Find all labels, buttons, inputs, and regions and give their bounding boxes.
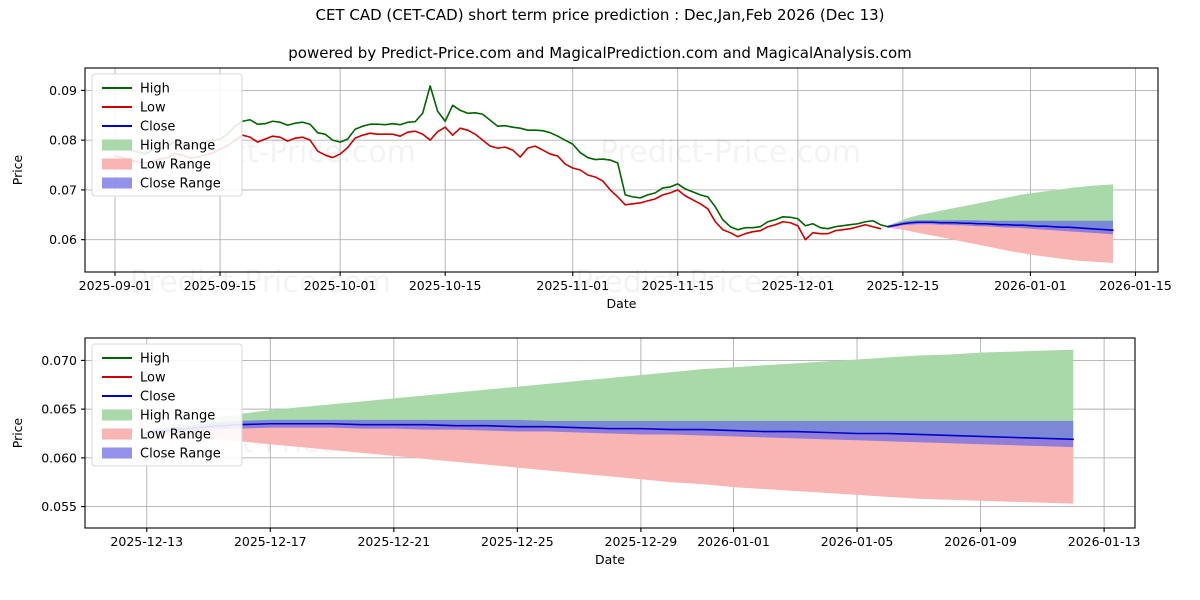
y-tick-label: 0.055 xyxy=(41,499,77,514)
x-tick-label: 2026-01-01 xyxy=(994,278,1067,293)
x-tick-label: 2025-12-29 xyxy=(605,534,678,549)
x-tick-label: 2025-10-01 xyxy=(304,278,377,293)
legend-swatch-patch xyxy=(102,158,132,170)
legend-label: Close Range xyxy=(140,447,221,462)
x-tick-label: 2026-01-09 xyxy=(944,534,1017,549)
watermark: Predict-Price.com xyxy=(130,265,391,300)
high-series xyxy=(114,85,889,231)
x-tick-label: 2025-11-01 xyxy=(536,278,609,293)
legend-label: Close Range xyxy=(140,177,221,192)
x-tick-label: 2025-12-21 xyxy=(357,534,430,549)
legend-label: High xyxy=(140,352,170,367)
high-range-band xyxy=(146,349,1074,440)
y-tick-label: 0.070 xyxy=(41,353,77,368)
x-tick-label: 2026-01-01 xyxy=(697,534,770,549)
x-tick-label: 2025-09-15 xyxy=(184,278,257,293)
plot-frame xyxy=(84,337,1136,529)
low-series xyxy=(114,126,882,241)
x-tick-label: 2025-12-15 xyxy=(867,278,940,293)
legend-label: Close xyxy=(140,390,175,405)
legend-label: Low Range xyxy=(140,158,211,173)
legend-label: Close xyxy=(140,120,175,135)
page-subtitle: powered by Predict-Price.com and Magical… xyxy=(288,44,912,62)
plot-frame xyxy=(84,67,1159,273)
close-series xyxy=(145,422,1075,441)
legend-label: High Range xyxy=(140,409,215,424)
y-tick-label: 0.065 xyxy=(41,402,77,417)
y-tick-label: 0.07 xyxy=(49,182,77,197)
x-axis-label: Date xyxy=(595,552,625,567)
page-title: CET CAD (CET-CAD) short term price predi… xyxy=(315,6,885,24)
forecast-detail-chart: Predict-Price.comPredict-Price.com2025-1… xyxy=(10,337,1141,567)
low-range-band xyxy=(887,222,1113,264)
y-axis-label: Price xyxy=(10,154,25,185)
x-tick-label: 2026-01-05 xyxy=(821,534,894,549)
high-range-band xyxy=(887,184,1113,231)
x-tick-label: 2025-12-25 xyxy=(481,534,554,549)
chart-legend: High Low Close High Range Low Range Close Ran… xyxy=(91,73,243,197)
legend-swatch-patch xyxy=(102,428,132,440)
chart-legend: High Low Close High Range Low Range Close Ran… xyxy=(91,343,243,467)
watermark: Predict-Price.com xyxy=(600,135,861,170)
x-tick-label: 2025-10-15 xyxy=(409,278,482,293)
close-range-band xyxy=(146,419,1074,448)
legend-label: Low Range xyxy=(140,428,211,443)
y-tick-label: 0.060 xyxy=(41,450,77,465)
legend-swatch-patch xyxy=(102,139,132,151)
y-axis-label: Price xyxy=(10,417,25,448)
y-tick-label: 0.08 xyxy=(49,133,77,148)
overview-chart: Predict-Price.com Predict-Price.com Predic… xyxy=(10,67,1172,310)
x-tick-label: 2025-12-17 xyxy=(234,534,307,549)
x-tick-label: 2026-01-15 xyxy=(1099,278,1172,293)
x-tick-label: 2025-09-01 xyxy=(79,278,152,293)
low-range-band xyxy=(146,423,1074,504)
legend-label: High Range xyxy=(140,139,215,154)
legend-label: Low xyxy=(140,101,166,116)
x-tick-label: 2025-12-13 xyxy=(110,534,183,549)
x-tick-label: 2026-01-13 xyxy=(1068,534,1141,549)
close-series xyxy=(887,221,1114,231)
legend-label: High xyxy=(140,82,170,97)
x-tick-label: 2025-12-01 xyxy=(762,278,835,293)
y-tick-label: 0.09 xyxy=(49,83,77,98)
legend-swatch-patch xyxy=(102,177,132,189)
legend-swatch-patch xyxy=(102,447,132,459)
close-range-band xyxy=(887,220,1113,235)
watermark: Predict-Price.com xyxy=(575,265,836,300)
x-tick-label: 2025-11-15 xyxy=(641,278,714,293)
legend-swatch-patch xyxy=(102,409,132,421)
legend-label: Low xyxy=(140,371,166,386)
y-tick-label: 0.06 xyxy=(49,232,77,247)
x-axis-label: Date xyxy=(607,296,637,310)
